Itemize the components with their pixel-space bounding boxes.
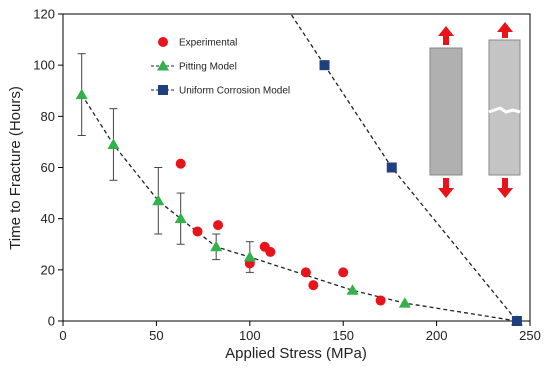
x-tick-label: 50: [149, 328, 163, 343]
specimen-illustration: [429, 22, 521, 198]
arrows: [438, 22, 513, 198]
y-tick-label: 20: [41, 262, 55, 277]
y-tick-label: 120: [33, 7, 55, 22]
x-tick-label: 150: [332, 328, 354, 343]
x-tick-label: 200: [426, 328, 448, 343]
point: [210, 240, 223, 252]
point: [319, 60, 330, 71]
legend-marker: [158, 37, 168, 47]
point: [174, 212, 187, 224]
y-tick-label: 40: [41, 211, 55, 226]
arrow: [497, 178, 513, 198]
point: [511, 316, 522, 326]
point: [152, 194, 165, 206]
series-line: [323, 64, 518, 322]
x-tick-label: 100: [239, 328, 261, 343]
y-tick-label: 80: [41, 109, 55, 124]
point: [192, 226, 203, 237]
arrow: [438, 178, 454, 198]
point: [346, 284, 359, 295]
x-axis-title: Applied Stress (MPa): [225, 345, 367, 362]
legend-label: Pitting Model: [179, 62, 237, 73]
legend-label: Uniform Corrosion Model: [179, 86, 290, 97]
point: [75, 88, 88, 100]
point: [338, 267, 349, 278]
arrow: [438, 26, 454, 45]
crack: [488, 106, 521, 114]
y-tick-label: 60: [41, 160, 55, 175]
legend-marker: [158, 85, 168, 95]
point: [300, 267, 311, 278]
x-tick-label: 250: [519, 328, 541, 343]
y-tick-label: 0: [48, 314, 55, 329]
point: [265, 246, 276, 257]
point: [243, 251, 256, 262]
x-tick-label: 0: [59, 328, 66, 343]
point: [398, 297, 411, 308]
arrow: [497, 22, 513, 38]
series-line-extension: [290, 13, 326, 66]
specimen-smooth: [429, 47, 463, 176]
point: [107, 138, 120, 149]
point: [375, 295, 386, 306]
legend-marker: [157, 60, 169, 71]
legend-label: Experimental: [179, 38, 237, 49]
point: [386, 162, 397, 173]
point: [213, 220, 224, 231]
point: [175, 158, 186, 169]
y-axis-title: Time to Fracture (Hours): [7, 86, 24, 250]
y-tick-label: 100: [33, 58, 55, 73]
specimen-corroded: [488, 39, 521, 176]
point: [308, 280, 319, 291]
